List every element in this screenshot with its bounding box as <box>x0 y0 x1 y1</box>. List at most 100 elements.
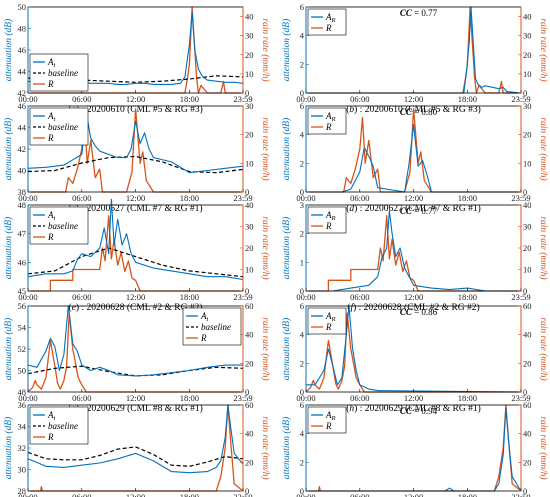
y2-tick-label: 20 <box>523 130 532 140</box>
series-line-R <box>28 404 244 492</box>
y-tick-label: 2 <box>300 229 304 239</box>
y2-tick-label: 0 <box>245 486 249 496</box>
cc-label: CC = 0.94 <box>400 406 438 416</box>
y-tick-label: 56 <box>18 301 27 311</box>
y-tick-label: 3 <box>300 200 304 210</box>
y2-tick-label: 60 <box>245 400 254 410</box>
y-tick-label: 48 <box>18 24 27 34</box>
y-axis-label: attenuation (dB) <box>3 318 14 381</box>
y-tick-label: 36 <box>18 400 27 410</box>
y2-tick-label: 30 <box>245 101 254 111</box>
y2-tick-label: 20 <box>245 243 254 253</box>
x-tick-label: 06:00 <box>350 94 369 104</box>
y-tick-label: 44 <box>18 123 27 133</box>
series-line-AR <box>306 305 522 393</box>
x-tick-label: 23:59 <box>511 292 530 302</box>
y-tick-label: 6 <box>300 301 304 311</box>
y-tick-label: 2 <box>300 59 304 69</box>
x-tick-label: 12:00 <box>404 492 423 497</box>
x-tick-label: 18:00 <box>180 492 199 497</box>
legend-label-baseline: baseline <box>48 122 78 132</box>
legend: ARR <box>307 107 347 135</box>
series-line-R <box>27 312 243 393</box>
legend-box <box>29 206 89 245</box>
y2-tick-label: 10 <box>245 158 254 168</box>
y2-tick-label: 0 <box>523 187 527 197</box>
x-tick-label: 06:00 <box>350 193 369 203</box>
y-tick-label: 4 <box>300 130 305 140</box>
panel-a: 00:00 06:00 12:00 18:00 23:59 42 44 46 48 50 0 10 20… <box>3 2 271 115</box>
x-tick-label: 18:00 <box>458 393 477 403</box>
y2-tick-label: 10 <box>523 69 532 79</box>
y-tick-label: 30 <box>18 465 27 475</box>
y-tick-label: 0 <box>300 286 304 296</box>
legend-label-R: R <box>325 221 332 231</box>
y2-tick-label: 40 <box>245 330 254 340</box>
x-tick-label: 18:00 <box>458 492 477 497</box>
x-tick-label: 18:00 <box>180 193 199 203</box>
y-tick-label: 45 <box>18 286 27 296</box>
x-tick-label: 23:59 <box>511 193 530 203</box>
y2-tick-label: 40 <box>245 200 254 210</box>
y2-axis-label: rain rate (mm/h) <box>538 117 549 180</box>
x-tick-label: 06:00 <box>72 193 91 203</box>
legend-label-AR: AR <box>325 210 336 222</box>
y-tick-label: 54 <box>18 323 27 333</box>
y2-axis-label: rain rate (mm/h) <box>260 317 271 380</box>
y-tick-label: 4 <box>300 429 305 439</box>
y2-tick-label: 0 <box>245 387 249 397</box>
y2-tick-label: 0 <box>523 286 527 296</box>
x-tick-label: 12:00 <box>404 292 423 302</box>
y-tick-label: 40 <box>18 166 27 176</box>
legend-label-At: At <box>200 311 209 323</box>
series-line-baseline <box>27 155 244 174</box>
y2-tick-label: 40 <box>523 429 532 439</box>
x-tick-label: 12:00 <box>404 193 423 203</box>
x-tick-label: 12:00 <box>126 393 145 403</box>
y2-tick-label: 60 <box>523 301 532 311</box>
panel-title: (b) : 20200610 (CML #5 & RG #3) <box>346 104 481 115</box>
panel-title: (h) : 20200629 (CML #8 & RG #1) <box>346 403 481 414</box>
legend-label-baseline: baseline <box>48 221 78 231</box>
y-axis-label: attenuation (dB) <box>3 19 14 82</box>
legend-label-R: R <box>200 333 207 343</box>
y2-tick-label: 0 <box>523 387 527 397</box>
y-axis-label: attenuation (dB) <box>281 118 292 181</box>
series-line-AR <box>306 407 522 492</box>
panel-title: (e) : 20200628 (CML #2 & RG #2) <box>69 302 203 313</box>
series-line-baseline <box>27 446 244 467</box>
y-axis-label: attenuation (dB) <box>3 417 14 480</box>
y-tick-label: 52 <box>18 344 27 354</box>
series-line-AR <box>306 124 521 193</box>
y-tick-label: 0 <box>300 387 304 397</box>
x-tick-label: 00:00 <box>18 193 37 203</box>
x-tick-label: 00:00 <box>18 393 37 403</box>
legend-label-AR: AR <box>325 12 336 24</box>
y2-tick-label: 10 <box>245 265 254 275</box>
legend-box <box>307 107 347 135</box>
y-tick-label: 48 <box>18 387 27 397</box>
y-tick-label: 34 <box>18 422 27 432</box>
x-tick-label: 23:59 <box>511 492 530 497</box>
y2-tick-label: 30 <box>245 222 254 232</box>
legend-label-R: R <box>47 133 54 143</box>
y2-tick-label: 0 <box>245 88 249 98</box>
legend-label-R: R <box>47 432 54 442</box>
y2-tick-label: 30 <box>523 101 532 111</box>
panel-d: 00:00 06:00 12:00 18:00 23:5902460102030atte… <box>281 101 549 214</box>
y2-tick-label: 20 <box>523 358 532 368</box>
x-tick-label: 12:00 <box>404 393 423 403</box>
y-tick-label: 47 <box>18 229 27 239</box>
y-tick-label: 4 <box>300 31 305 41</box>
y-axis-label: attenuation (dB) <box>3 217 14 280</box>
y-tick-label: 46 <box>18 257 27 267</box>
series-line-R <box>28 108 243 193</box>
x-tick-label: 23:59 <box>511 393 530 403</box>
y2-axis-label: rain rate (mm/h) <box>538 317 549 380</box>
x-tick-label: 23:59 <box>233 193 252 203</box>
x-tick-label: 23:59 <box>233 292 252 302</box>
legend-label-R: R <box>325 421 332 431</box>
y2-tick-label: 40 <box>523 330 532 340</box>
y2-axis-label: rain rate (mm/h) <box>260 18 271 81</box>
